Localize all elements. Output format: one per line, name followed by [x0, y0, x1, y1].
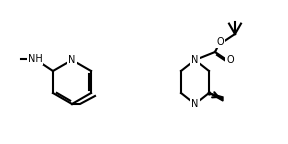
Polygon shape	[209, 93, 223, 101]
Text: O: O	[226, 55, 234, 65]
Text: N: N	[191, 99, 199, 109]
Text: O: O	[216, 37, 224, 47]
Text: NH: NH	[28, 54, 42, 64]
Text: N: N	[191, 55, 199, 65]
Text: N: N	[68, 55, 76, 65]
